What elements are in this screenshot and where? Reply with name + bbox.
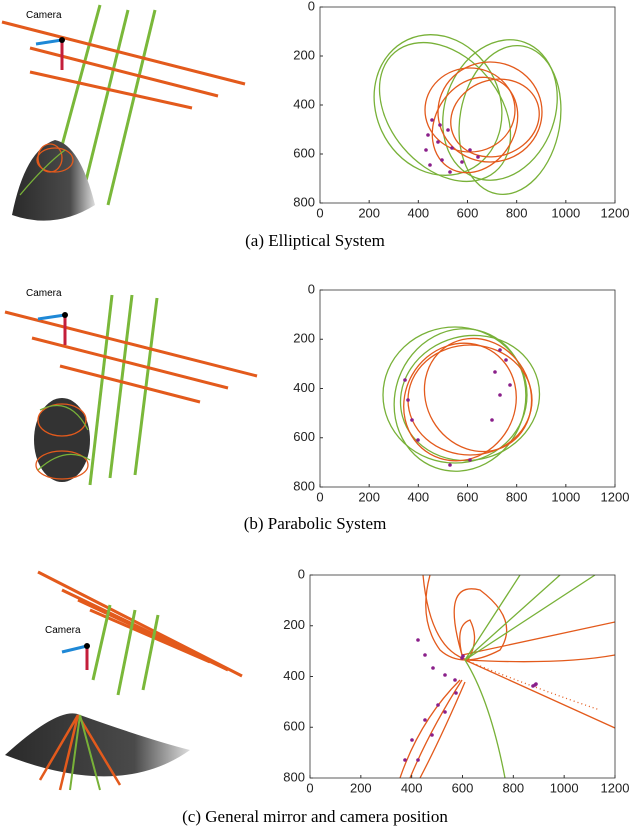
y-tick-label: 200 [293, 331, 315, 346]
y-tick-label: 0 [308, 0, 315, 13]
y-tick-label: 600 [293, 429, 315, 444]
y-tick-label: 0 [308, 281, 315, 296]
y-tick-label: 800 [293, 194, 315, 209]
x-tick-label: 200 [358, 489, 380, 504]
plot-curves-c [400, 575, 615, 778]
y-tick-label: 0 [298, 566, 305, 581]
x-tick-label: 400 [407, 205, 429, 220]
x-tick-label: 200 [350, 780, 372, 795]
x-tick-label: 400 [407, 489, 429, 504]
x-tick-label: 1200 [601, 780, 630, 795]
caption: (b) Parabolic System [244, 514, 387, 533]
y-tick-label: 200 [293, 47, 315, 62]
camera-label: Camera [26, 288, 62, 299]
x-tick-label: 1200 [601, 205, 630, 220]
x-tick-label: 0 [306, 780, 313, 795]
y-tick-label: 800 [293, 478, 315, 493]
y-tick-label: 200 [283, 617, 305, 632]
x-tick-label: 0 [316, 489, 323, 504]
y-tick-label: 400 [293, 380, 315, 395]
camera-label: Camera [26, 10, 62, 21]
x-tick-label: 0 [316, 205, 323, 220]
x-tick-label: 400 [401, 780, 423, 795]
x-tick-label: 800 [506, 205, 528, 220]
caption: (a) Elliptical System [245, 231, 385, 250]
plot-curves-a [351, 14, 576, 208]
y-tick-label: 600 [293, 145, 315, 160]
x-tick-label: 600 [457, 489, 479, 504]
y-tick-label: 400 [283, 668, 305, 683]
x-tick-label: 1200 [601, 489, 630, 504]
plot-frame [320, 290, 615, 487]
figure: Camera Camera Camera [0, 0, 631, 834]
y-tick-label: 800 [283, 769, 305, 784]
x-tick-label: 1000 [551, 489, 580, 504]
x-tick-label: 800 [506, 489, 528, 504]
illustration-c: Camera [5, 572, 242, 790]
illustration-a: Camera [2, 5, 245, 221]
camera-label: Camera [45, 625, 81, 636]
plot-frame [310, 575, 615, 778]
x-tick-label: 600 [457, 205, 479, 220]
x-tick-label: 200 [358, 205, 380, 220]
y-tick-label: 400 [293, 96, 315, 111]
x-tick-label: 1000 [550, 780, 579, 795]
x-tick-label: 1000 [551, 205, 580, 220]
x-tick-label: 800 [502, 780, 524, 795]
plot-curves-b [374, 310, 553, 490]
y-tick-label: 600 [283, 719, 305, 734]
x-tick-label: 600 [452, 780, 474, 795]
illustration-b: Camera [5, 288, 257, 485]
caption: (c) General mirror and camera position [182, 807, 448, 826]
